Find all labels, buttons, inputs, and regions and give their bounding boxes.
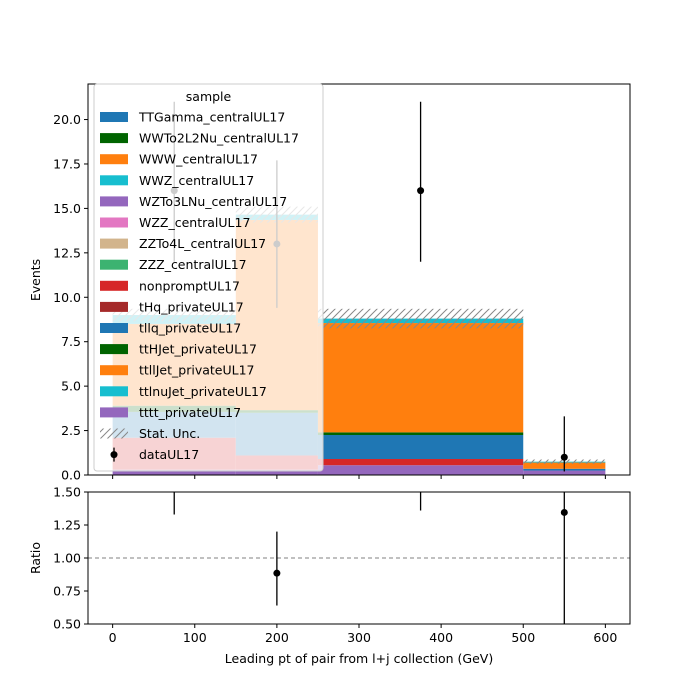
legend-label: WWTo2L2Nu_centralUL17 [139,131,299,146]
legend-swatch-11 [100,344,128,355]
legend-swatch-stat-unc [100,428,128,439]
legend-swatch-4 [100,196,128,207]
data-point-2 [417,187,425,195]
bar-nonpromptUL17-bin-2 [317,459,524,466]
legend-label: tHq_privateUL17 [139,299,244,314]
ratio-x-tick-label: 300 [347,630,371,645]
main-y-ticks: 0.0 2.5 5.0 7.5 10.0 12.5 15.0 17.5 20.0 [53,112,88,483]
legend-swatch-5 [100,217,128,228]
legend-swatch-7 [100,259,128,270]
legend-data-marker [110,451,118,459]
bar-ttHJet_privateUL17-bin-2 [317,432,524,436]
ratio-x-tick-label: 0 [109,630,117,645]
x-axis-label: Leading pt of pair from l+j collection (… [225,651,493,666]
main-y-tick-label: 5.0 [61,379,81,394]
legend-label: ZZZ_centralUL17 [139,257,247,272]
main-y-tick-label: 7.5 [61,334,81,349]
ratio-x-tick-label: 400 [429,630,453,645]
legend-swatch-0 [100,112,128,122]
legend-label: tttt_privateUL17 [139,405,241,420]
legend-label: ttHJet_privateUL17 [139,342,257,357]
main-y-tick-label: 10.0 [53,290,81,305]
ratio-point-1 [273,569,281,577]
legend-swatch-13 [100,386,128,397]
legend-label: nonpromptUL17 [139,278,240,293]
ratio-y-tick-label: 1.50 [53,485,81,500]
ratio-x-ticks: 0 100 200 300 400 500 600 [109,624,617,645]
legend-title: sample [186,89,232,104]
main-y-tick-label: 12.5 [53,245,81,260]
legend-label: WZTo3LNu_centralUL17 [139,194,287,209]
legend-label: ZZTo4L_centralUL17 [139,236,266,251]
legend-swatch-3 [100,175,128,186]
main-x-ticks [112,475,606,479]
legend-label-stat-unc: Stat. Unc. [139,426,200,441]
legend-swatch-9 [100,301,128,312]
bar-WZTo3LNu_centralUL17-bin-0 [112,469,236,475]
legend-label: TTGamma_centralUL17 [138,110,285,125]
ratio-y-tick-label: 1.25 [53,518,81,533]
bar-WZTo3LNu_centralUL17-bin-1 [235,469,318,475]
legend-swatch-2 [100,154,128,165]
data-point-3 [560,453,568,461]
main-y-axis-label: Events [28,259,43,301]
ratio-x-tick-label: 500 [511,630,535,645]
stat-unc-band-bin-2 [317,308,524,329]
legend-label-data: dataUL17 [139,447,199,462]
bar-WZTo3LNu_centralUL17-bin-3 [523,470,606,475]
main-y-tick-label: 0.0 [61,468,81,483]
legend-box [93,83,324,472]
main-y-tick-label: 20.0 [53,112,81,127]
legend-swatch-12 [100,365,128,376]
bar-WZTo3LNu_centralUL17-bin-2 [317,465,524,475]
legend-swatch-10 [100,323,128,333]
legend-label: WWW_centralUL17 [139,152,258,167]
legend-items: TTGamma_centralUL17 WWTo2L2Nu_centralUL17… [100,110,299,462]
legend-swatch-8 [100,280,128,291]
ratio-y-tick-label: 1.00 [53,551,81,566]
main-y-tick-label: 15.0 [53,201,81,216]
main-y-tick-label: 17.5 [53,156,81,171]
legend-label: WWZ_centralUL17 [139,173,254,188]
ratio-x-tick-label: 200 [265,630,289,645]
ratio-y-tick-label: 0.75 [53,584,81,599]
legend-swatch-6 [100,238,128,249]
legend-label: ttlnuJet_privateUL17 [139,384,267,399]
bar-ttllJet_privateUL17-bin-2 [317,323,524,433]
ratio-point-3 [560,508,568,516]
ratio-y-ticks: 0.50 0.75 1.00 1.25 1.50 [53,485,88,632]
ratio-axes-frame [87,491,631,625]
ratio-y-tick-label: 0.50 [53,617,81,632]
legend-swatch-14 [100,407,128,418]
bar-tllq_privateUL17-bin-2 [317,435,524,460]
legend-label: ttllJet_privateUL17 [139,363,255,378]
ratio-y-axis-label: Ratio [28,542,43,574]
ratio-plot: 0 100 200 300 400 500 600 0.50 0.75 1.00 1.25 1.50… [28,485,631,666]
ratio-x-tick-label: 100 [183,630,207,645]
legend-label: tllq_privateUL17 [139,321,241,336]
legend-label: WZZ_centralUL17 [139,215,250,230]
main-y-tick-label: 2.5 [61,423,81,438]
legend: sample TTGamma_centralUL17 WWTo2L2Nu_cent… [93,83,324,472]
legend-swatch-1 [100,133,128,144]
ratio-x-tick-label: 600 [593,630,617,645]
